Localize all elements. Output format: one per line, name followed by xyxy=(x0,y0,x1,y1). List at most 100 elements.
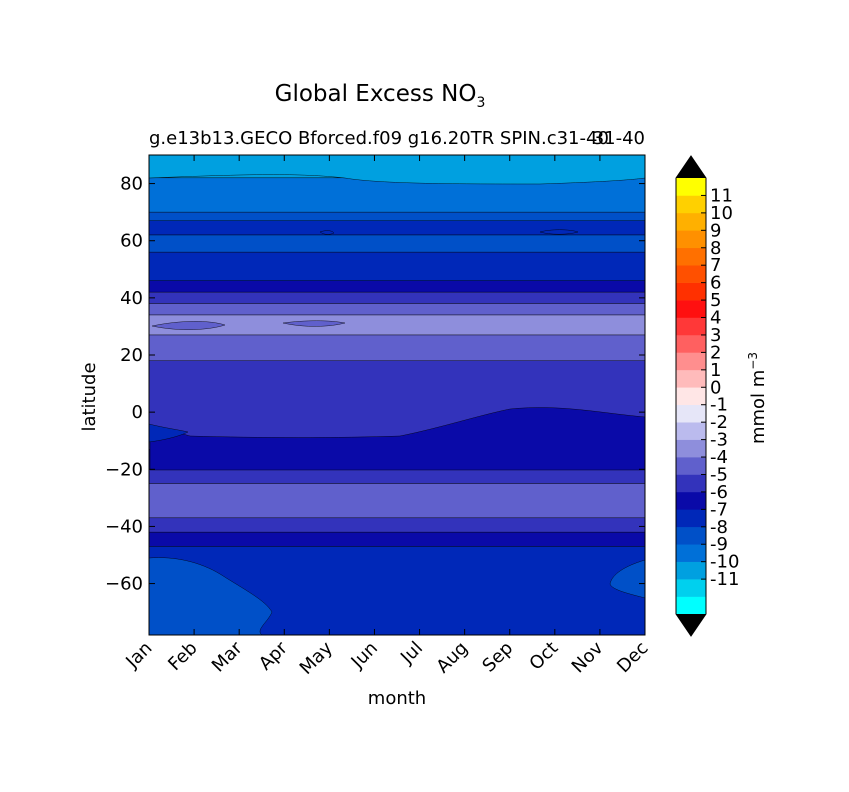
y-tick-label: 40 xyxy=(120,288,143,309)
contour-feature-arctic-edge xyxy=(149,155,645,185)
x-axis-label: month xyxy=(368,688,426,709)
x-tick-label: Apr xyxy=(255,637,292,674)
contour-feature-tropics xyxy=(149,407,645,471)
contour-feature-dot-60 xyxy=(319,230,335,235)
colorbar-tick-label: -1 xyxy=(710,395,728,416)
contour-band xyxy=(149,251,645,281)
colorbar-segment xyxy=(676,334,706,353)
x-tick-label: Nov xyxy=(568,637,608,677)
colorbar-segment xyxy=(676,561,706,580)
contour-band xyxy=(149,469,645,484)
colorbar-segment xyxy=(676,526,706,545)
colorbar-segment xyxy=(676,387,706,406)
colorbar-segment xyxy=(676,230,706,249)
contour-band xyxy=(149,234,645,253)
y-axis-label: latitude xyxy=(79,362,100,431)
colorbar-segment xyxy=(676,509,706,528)
colorbar-tick-label: -4 xyxy=(710,447,728,468)
colorbar-outline xyxy=(675,155,707,637)
colorbar-tick-label: 7 xyxy=(710,255,721,276)
colorbar-tick-label: -8 xyxy=(710,517,728,538)
contour-band xyxy=(149,531,645,547)
contour-band xyxy=(149,291,645,304)
colorbar-segment xyxy=(676,457,706,475)
chart-title: Global Excess NO3 xyxy=(275,81,486,111)
contour-feature-west-tropics xyxy=(149,423,189,443)
colorbar-tick-label: 3 xyxy=(710,325,721,346)
y-axis: 80 60 40 20 0 −20 −40 −60 xyxy=(105,174,645,595)
colorbar-segment xyxy=(676,439,706,458)
y-tick-label: 80 xyxy=(120,174,143,195)
colorbar-segment xyxy=(676,282,706,301)
contour-band xyxy=(149,483,645,519)
contour-feature-south-pole-east xyxy=(609,559,645,599)
x-tick-label: Dec xyxy=(613,638,652,677)
x-tick-label: May xyxy=(296,637,337,678)
x-tick-label: Feb xyxy=(164,638,201,675)
colorbar-tick-label: 5 xyxy=(710,290,721,311)
colorbar-tick-label: 11 xyxy=(710,185,733,206)
x-tick-label: Sep xyxy=(478,638,517,677)
contour-feature-midlat-lens-2 xyxy=(282,320,346,327)
colorbar-segment xyxy=(676,247,706,266)
x-tick-label: Mar xyxy=(208,637,247,676)
chart-subtitle-overlap: 31-40 xyxy=(593,128,645,149)
colorbar-tick-label: 2 xyxy=(710,342,721,363)
colorbar-tick-label: 0 xyxy=(710,377,721,398)
colorbar-tick-label: -5 xyxy=(710,464,728,485)
y-tick-label: 20 xyxy=(120,345,143,366)
colorbar-tick-label: 8 xyxy=(710,238,721,259)
chart-subtitle: g.e13b13.GECO Bforced.f09 g16.20TR SPIN.… xyxy=(149,128,609,149)
colorbar-segment xyxy=(676,212,706,231)
x-tick-label: Jan xyxy=(121,638,156,673)
colorbar-extend-high xyxy=(676,156,706,178)
contour-feature-midlat-lens xyxy=(151,321,226,330)
colorbar-extend-low xyxy=(676,614,706,636)
colorbar-tick-label: -7 xyxy=(710,499,728,520)
colorbar-segment xyxy=(676,579,706,597)
x-tick-label: Jun xyxy=(347,638,382,673)
colorbar-segment xyxy=(676,369,706,388)
y-tick-label: −20 xyxy=(105,459,143,480)
x-tick-label: Oct xyxy=(525,638,562,675)
colorbar-tick-label: 4 xyxy=(710,308,721,329)
contour-band xyxy=(149,211,645,221)
contour-features xyxy=(149,155,645,635)
colorbar-tick-label: 10 xyxy=(710,203,733,224)
colorbar-segment xyxy=(676,178,706,196)
colorbar-label: mmol m−3 xyxy=(746,352,769,444)
x-tick-label: Aug xyxy=(432,638,472,678)
contour-band xyxy=(149,280,645,293)
x-tick-label: Jul xyxy=(396,638,427,669)
contour-bands xyxy=(149,155,645,635)
contour-feature-dot-60b xyxy=(539,229,579,235)
colorbar-tick-label: -2 xyxy=(710,412,728,433)
contour-feature-south-pole-west xyxy=(149,557,273,635)
colorbar-tick-label: 1 xyxy=(710,360,721,381)
colorbar-tick-label: -9 xyxy=(710,534,728,555)
colorbar-segment xyxy=(676,422,706,440)
colorbar-tick-label: -11 xyxy=(710,569,739,590)
colorbar-tick-label: -6 xyxy=(710,482,728,503)
colorbar-tick-label: -10 xyxy=(710,552,739,573)
plot-frame xyxy=(148,154,646,636)
y-tick-label: 0 xyxy=(132,402,143,423)
colorbar-segment xyxy=(676,300,706,318)
colorbar-segment xyxy=(676,474,706,493)
colorbar-segment xyxy=(676,352,706,371)
colorbar-tick-label: -3 xyxy=(710,430,728,451)
colorbar-segment xyxy=(676,596,706,615)
contour-band xyxy=(149,517,645,533)
y-tick-label: 60 xyxy=(120,231,143,252)
colorbar-segment xyxy=(676,491,706,510)
colorbar-segment xyxy=(676,317,706,336)
colorbar-segment xyxy=(676,404,706,423)
contour-band xyxy=(149,334,645,361)
y-tick-label: −40 xyxy=(105,516,143,537)
colorbar-segment xyxy=(676,195,706,214)
colorbar-segment xyxy=(676,265,706,283)
colorbar-tick-label: 9 xyxy=(710,220,721,241)
contour-band xyxy=(149,303,645,316)
